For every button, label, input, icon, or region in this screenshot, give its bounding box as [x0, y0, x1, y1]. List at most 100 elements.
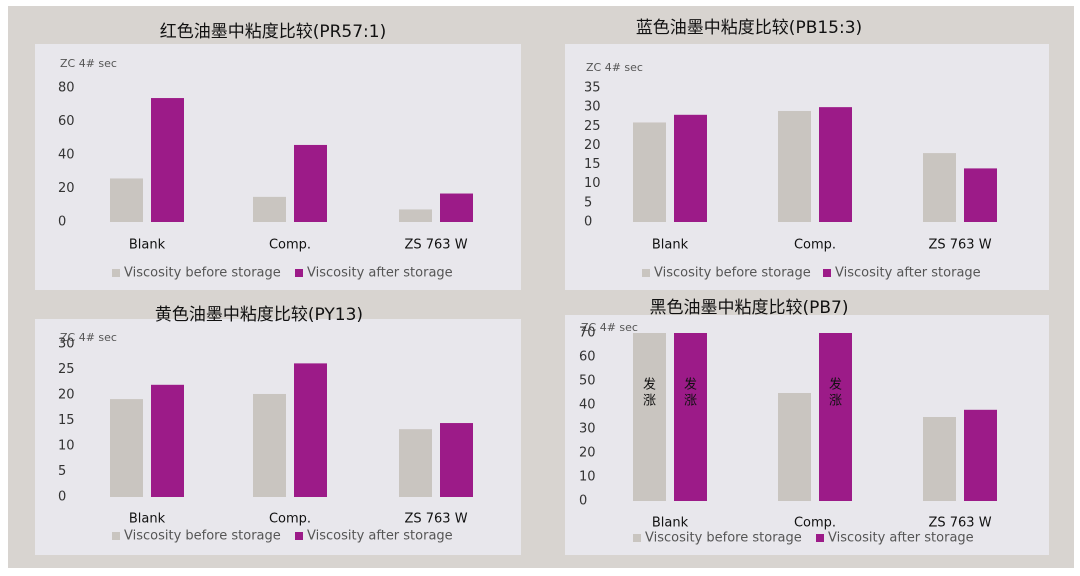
legend-label: Viscosity after storage: [307, 529, 453, 544]
legend-label: Viscosity before storage: [124, 266, 281, 281]
x-category-label: Blank: [652, 238, 689, 253]
y-tick-label: 30: [584, 100, 601, 115]
bar: [778, 110, 811, 222]
bar-annotation: 涨: [684, 394, 697, 409]
bar: [253, 196, 286, 222]
legend-label: Viscosity after storage: [307, 266, 453, 281]
x-category-label: Comp.: [794, 238, 836, 253]
y-unit-label: ZC 4# sec: [60, 331, 117, 344]
x-category-label: Comp.: [269, 238, 311, 253]
y-tick-label: 60: [58, 114, 75, 129]
bar-annotation: 发: [643, 377, 656, 393]
bar: [923, 153, 956, 222]
y-tick-label: 40: [58, 148, 75, 163]
bar: [399, 209, 432, 222]
legend-label: Viscosity after storage: [828, 531, 974, 546]
y-tick-label: 5: [584, 195, 592, 210]
x-category-label: Blank: [129, 238, 166, 253]
legend-swatch: [295, 269, 303, 277]
y-tick-label: 10: [579, 470, 596, 485]
bar: [294, 363, 327, 497]
bar: [253, 393, 286, 497]
y-tick-label: 20: [58, 181, 75, 196]
y-unit-label: ZC 4# sec: [586, 61, 643, 74]
legend-label: Viscosity before storage: [654, 266, 811, 281]
x-category-label: Comp.: [794, 516, 836, 531]
chart-1: 红色油墨中粘度比较(PR57:1) ZC 4# sec 0 20 40 60 80 Blank…: [35, 22, 521, 290]
bar: [819, 107, 852, 222]
y-tick-label: 20: [584, 138, 601, 153]
y-tick-label: 20: [579, 446, 596, 461]
bar-annotation: 涨: [643, 394, 656, 409]
y-tick-label: 10: [584, 176, 601, 191]
legend-label: Viscosity before storage: [645, 531, 802, 546]
chart-figure: 红色油墨中粘度比较(PR57:1) ZC 4# sec 0 20 40 60 80 Blank…: [8, 6, 1074, 568]
y-tick-label: 0: [584, 215, 592, 230]
chart-panel: [35, 44, 521, 290]
bar: [633, 333, 666, 501]
chart-2: 蓝色油墨中粘度比较(PB15:3) ZC 4# sec 0 5 10 15 20 25 30 35…: [565, 18, 1049, 290]
y-tick-label: 25: [584, 119, 601, 134]
bar-annotation: 发: [684, 377, 697, 393]
bar: [110, 178, 143, 222]
bar: [294, 144, 327, 222]
x-category-label: Blank: [652, 516, 689, 531]
legend-swatch: [112, 532, 120, 540]
y-tick-label: 20: [58, 388, 75, 403]
legend-swatch: [816, 534, 824, 542]
y-tick-label: 25: [58, 362, 75, 377]
bar: [964, 168, 997, 222]
chart-4: 黑色油墨中粘度比较(PB7) ZC 4# sec 0 10 20 30 40 50 60 70 Bl…: [565, 298, 1049, 555]
y-tick-label: 40: [579, 398, 596, 413]
bar: [633, 122, 666, 222]
y-tick-label: 60: [579, 350, 596, 365]
y-tick-label: 70: [579, 326, 596, 341]
y-unit-label: ZC 4# sec: [581, 321, 638, 334]
bar: [110, 399, 143, 497]
legend-swatch: [633, 534, 641, 542]
bar-annotation: 涨: [829, 394, 842, 409]
bar: [674, 333, 707, 501]
x-category-label: Comp.: [269, 512, 311, 527]
bar: [778, 393, 811, 501]
x-category-label: ZS 763 W: [928, 238, 991, 253]
y-unit-label: ZC 4# sec: [60, 57, 117, 70]
y-tick-label: 5: [58, 464, 66, 479]
y-tick-label: 0: [58, 215, 66, 230]
bar: [399, 429, 432, 497]
y-tick-label: 50: [579, 374, 596, 389]
y-tick-label: 80: [58, 81, 75, 96]
bar-annotation: 发: [829, 377, 842, 393]
x-category-label: ZS 763 W: [928, 516, 991, 531]
bar: [674, 114, 707, 222]
y-tick-label: 0: [58, 490, 66, 505]
bar: [151, 384, 184, 497]
legend-swatch: [112, 269, 120, 277]
bar: [440, 193, 473, 222]
bar: [923, 417, 956, 501]
y-tick-label: 30: [579, 422, 596, 437]
chart-title: 黑色油墨中粘度比较(PB7): [650, 298, 849, 318]
bar: [819, 333, 852, 501]
legend-swatch: [295, 532, 303, 540]
chart-title: 红色油墨中粘度比较(PR57:1): [160, 22, 387, 42]
legend-swatch: [642, 269, 650, 277]
y-tick-label: 10: [58, 439, 75, 454]
legend-label: Viscosity after storage: [835, 266, 981, 281]
x-category-label: ZS 763 W: [404, 238, 467, 253]
bar: [964, 409, 997, 501]
y-tick-label: 35: [584, 81, 601, 96]
bar: [151, 98, 184, 222]
y-tick-label: 30: [58, 337, 75, 352]
y-tick-label: 0: [579, 494, 587, 509]
legend-label: Viscosity before storage: [124, 529, 281, 544]
y-tick-label: 15: [584, 157, 601, 172]
chart-title: 蓝色油墨中粘度比较(PB15:3): [636, 18, 862, 38]
chart-3: 黄色油墨中粘度比较(PY13) ZC 4# sec 0 5 10 15 20 25 30 Blan…: [35, 305, 521, 555]
legend-swatch: [823, 269, 831, 277]
bar: [440, 423, 473, 497]
x-category-label: ZS 763 W: [404, 512, 467, 527]
chart-title: 黄色油墨中粘度比较(PY13): [155, 305, 363, 325]
charts-svg: 红色油墨中粘度比较(PR57:1) ZC 4# sec 0 20 40 60 80 Blank…: [35, 18, 1049, 555]
x-category-label: Blank: [129, 512, 166, 527]
